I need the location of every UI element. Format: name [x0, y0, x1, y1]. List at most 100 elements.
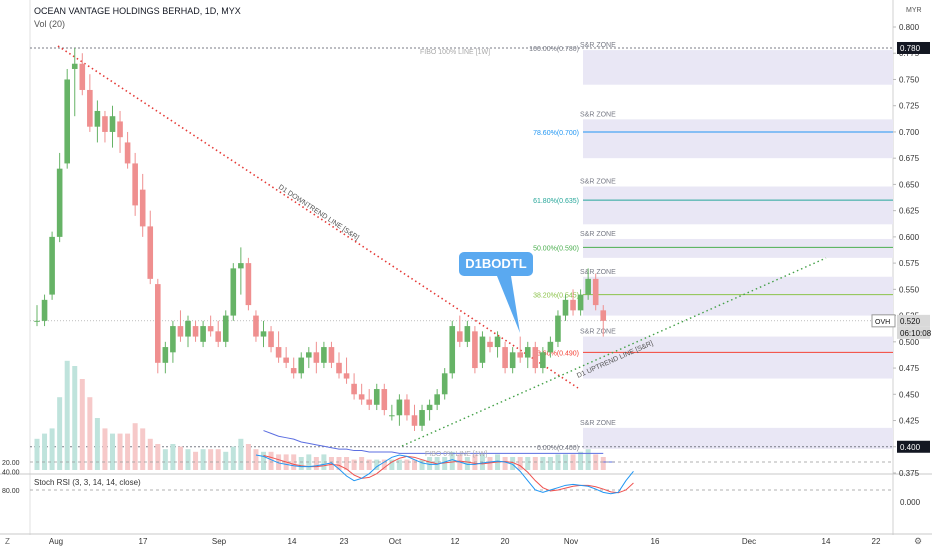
volume-bar: [177, 446, 183, 470]
volume-bar: [208, 449, 214, 470]
stoch-rsi-label: Stoch RSI (3, 3, 14, 14, close): [34, 478, 141, 487]
volume-bar: [336, 457, 342, 470]
candle-body: [230, 268, 237, 316]
volume-bar: [449, 451, 455, 470]
volume-bar: [313, 457, 319, 470]
price-tick-label: 0.425: [899, 417, 920, 426]
volume-bar: [427, 457, 433, 470]
time-tick-label: 20: [501, 537, 510, 546]
price-tick-label: 0.575: [899, 259, 920, 268]
candle-body: [532, 347, 539, 369]
volume-bar: [442, 457, 448, 470]
volume-bar: [502, 457, 508, 470]
volume-bar: [396, 459, 402, 470]
fib-level-label: 61.80%(0.635): [533, 198, 579, 205]
fib-level-label: 50.00%(0.590): [533, 245, 579, 252]
candle-body: [479, 336, 486, 363]
candle-body: [351, 383, 357, 395]
volume-bar: [72, 366, 78, 470]
d1bodtl-callout: D1BODTL: [459, 252, 533, 276]
time-tick-label: 12: [451, 537, 460, 546]
candle-body: [170, 326, 176, 353]
uptrend-line: [401, 257, 827, 447]
fibo-bottom-label: FIBO 0% LINE [1W]: [425, 451, 487, 458]
price-tick-label: 0.750: [899, 75, 920, 84]
volume-bar: [359, 457, 365, 470]
candle-body: [570, 299, 576, 311]
volume-bar: [381, 459, 387, 470]
volume-bar: [291, 454, 297, 470]
volume-bar: [540, 457, 546, 470]
price-tick-label: 0.650: [899, 180, 920, 189]
sr-zone: [583, 186, 893, 225]
volume-ma-line: [263, 430, 604, 454]
candle-body: [577, 294, 584, 311]
candle-body: [139, 189, 146, 227]
sr-zone: [583, 238, 893, 258]
candle-body: [253, 315, 259, 337]
candle-body: [600, 310, 607, 321]
candle-body: [268, 331, 274, 348]
fib-level-label: 23.60%(0.490): [533, 350, 579, 357]
candle-body: [585, 278, 591, 295]
price-tag-780: 0.780: [900, 44, 921, 53]
currency-label: MYR: [906, 7, 922, 14]
volume-bar: [389, 459, 395, 470]
volume-bar: [125, 433, 131, 470]
downtrend-line: [57, 45, 579, 389]
volume-bar: [185, 449, 191, 470]
volume-bar: [547, 457, 553, 470]
volume-bar: [464, 457, 470, 470]
price-tick-label: 0.550: [899, 285, 920, 294]
sr-zone-label: S&R ZONE: [580, 42, 616, 49]
candle-body: [207, 326, 214, 332]
candle-body: [373, 389, 380, 405]
sr-zone: [583, 50, 893, 85]
sr-zone: [583, 119, 893, 159]
candle-body: [434, 394, 440, 405]
candle-body: [419, 410, 425, 426]
volume-bar: [600, 457, 606, 470]
volume-label: Vol (20): [34, 19, 66, 29]
price-tag-780-bg: [897, 41, 930, 54]
price-tick-label: 0.800: [899, 23, 920, 32]
volume-bar: [193, 451, 199, 470]
candle-body: [426, 404, 433, 411]
price-tick-label: 0.450: [899, 390, 920, 399]
sr-zone-label: S&R ZONE: [580, 420, 616, 427]
candle-body: [464, 326, 471, 342]
volume-bar: [200, 449, 206, 470]
sr-zone: [583, 336, 893, 379]
candle-body: [381, 389, 388, 411]
candle-body: [283, 357, 289, 363]
time-tick-label: 17: [139, 537, 148, 546]
volume-bar: [102, 428, 108, 470]
volume-bar: [351, 459, 357, 470]
candle-body: [79, 63, 86, 90]
candle-body: [517, 352, 523, 358]
candle-body: [102, 116, 108, 132]
price-tag-400-bg: [897, 440, 930, 453]
candle-body: [328, 347, 335, 363]
sr-zone: [583, 276, 893, 316]
candle-body: [472, 331, 478, 369]
candle-body: [56, 168, 63, 237]
candle-body: [441, 373, 448, 395]
volume-bar: [94, 418, 100, 470]
volume-bar: [215, 449, 221, 470]
candle-body: [524, 347, 531, 358]
volume-bar: [253, 449, 259, 470]
time-tick-label: Oct: [389, 537, 402, 546]
volume-bar: [57, 397, 63, 470]
candle-body: [449, 326, 456, 374]
candle-body: [192, 326, 199, 337]
candle-body: [343, 373, 350, 379]
fib-level-label: 100.00%(0.780): [529, 46, 579, 53]
symbol-tag: OVH: [875, 319, 890, 326]
volume-bar: [585, 449, 591, 470]
time-tick-label: Aug: [49, 537, 63, 546]
volume-bar: [555, 454, 561, 470]
price-tick-label: 0.675: [899, 154, 920, 163]
candle-body: [132, 163, 138, 206]
